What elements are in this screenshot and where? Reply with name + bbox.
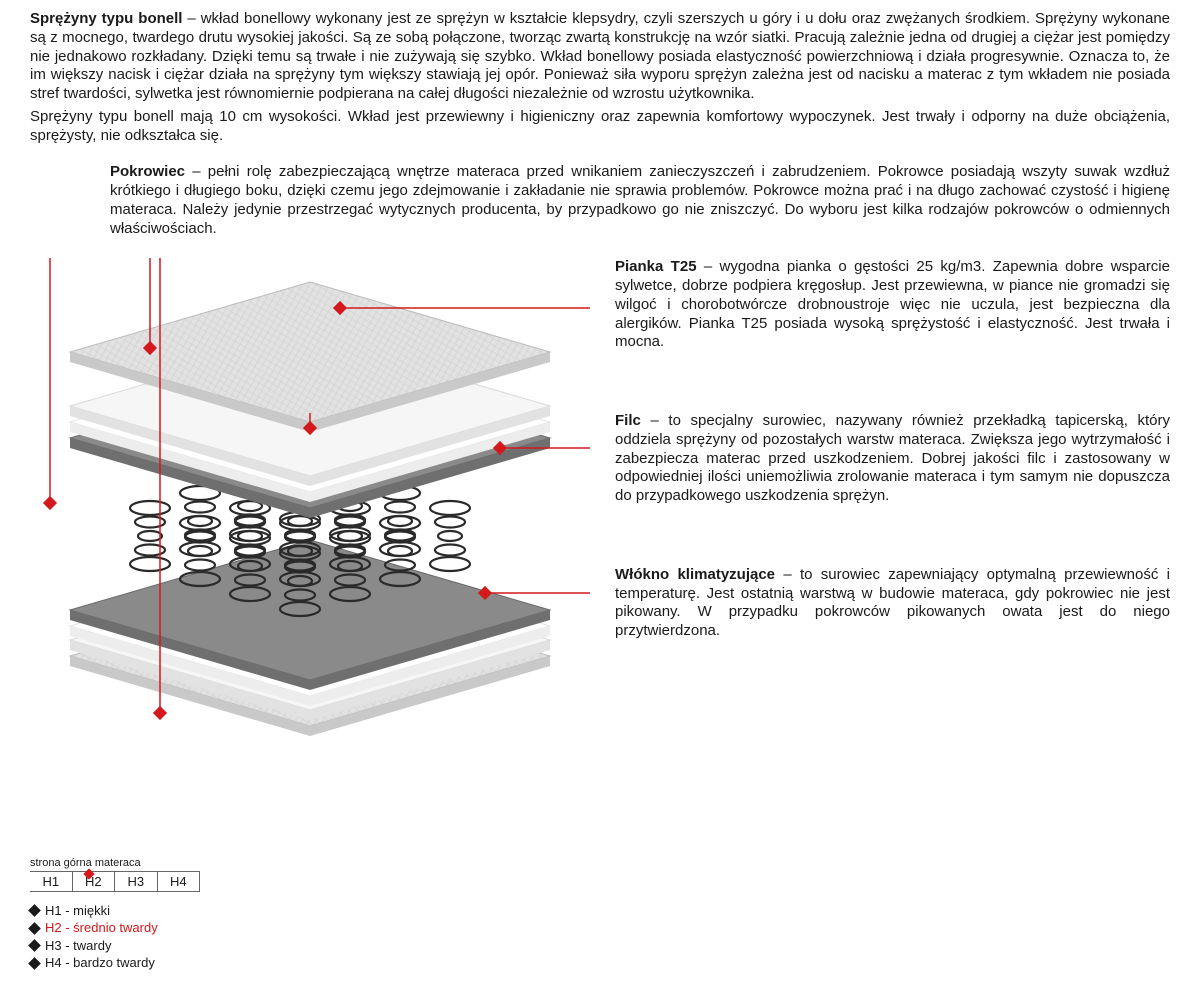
legend-label-h3: H3 - twardy	[45, 937, 111, 955]
mattress-exploded-diagram	[30, 258, 590, 748]
legend-list: H1 - miękki H2 - średnio twardy H3 - twa…	[30, 902, 200, 972]
legend-item-h4: H4 - bardzo twardy	[30, 954, 200, 972]
legend-cell-h1: H1	[30, 872, 73, 891]
diamond-icon	[28, 922, 41, 935]
legend-item-h1: H1 - miękki	[30, 902, 200, 920]
legend-cell-h4: H4	[158, 872, 201, 891]
legend-caption: strona górna materaca	[30, 857, 200, 869]
legend-scale: H1 H2 H3 H4	[30, 871, 200, 892]
intro-paragraph-1: Sprężyny typu bonell – wkład bonellowy w…	[30, 10, 1170, 104]
filc-block: Filc – to specjalny surowiec, nazywany r…	[615, 412, 1170, 506]
mattress-svg	[30, 258, 590, 748]
diamond-icon	[28, 957, 41, 970]
legend-cell-h3: H3	[115, 872, 158, 891]
legend-label-h1: H1 - miękki	[45, 902, 110, 920]
diamond-icon	[28, 904, 41, 917]
intro-text-1: – wkład bonellowy wykonany jest ze spręż…	[30, 10, 1170, 102]
right-column: Pianka T25 – wygodna pianka o gęstości 2…	[590, 258, 1170, 641]
pianka-lead: Pianka T25	[615, 258, 697, 275]
pokrowiec-text: – pełni rolę zabezpieczającą wnętrze mat…	[110, 163, 1170, 236]
pianka-block: Pianka T25 – wygodna pianka o gęstości 2…	[615, 258, 1170, 352]
filc-text: – to specjalny surowiec, nazywany równie…	[615, 412, 1170, 504]
pianka-text: – wygodna pianka o gęstości 25 kg/m3. Za…	[615, 258, 1170, 350]
intro-lead: Sprężyny typu bonell	[30, 10, 182, 27]
legend-item-h2: H2 - średnio twardy	[30, 919, 200, 937]
legend-label-h2: H2 - średnio twardy	[45, 919, 158, 937]
intro-paragraph-2: Sprężyny typu bonell mają 10 cm wysokośc…	[30, 108, 1170, 146]
hardness-legend: strona górna materaca H1 H2 H3 H4 H1 - m…	[30, 857, 200, 972]
legend-selected-marker	[85, 866, 93, 881]
diagram-row: Pianka T25 – wygodna pianka o gęstości 2…	[30, 258, 1170, 748]
filc-lead: Filc	[615, 412, 641, 429]
diamond-icon	[28, 939, 41, 952]
legend-label-h4: H4 - bardzo twardy	[45, 954, 155, 972]
legend-item-h3: H3 - twardy	[30, 937, 200, 955]
pokrowiec-lead: Pokrowiec	[110, 163, 185, 180]
wlokno-lead: Włókno klimatyzujące	[615, 566, 775, 583]
wlokno-block: Włókno klimatyzujące – to surowiec zapew…	[615, 566, 1170, 641]
pokrowiec-block: Pokrowiec – pełni rolę zabezpieczającą w…	[110, 163, 1170, 238]
